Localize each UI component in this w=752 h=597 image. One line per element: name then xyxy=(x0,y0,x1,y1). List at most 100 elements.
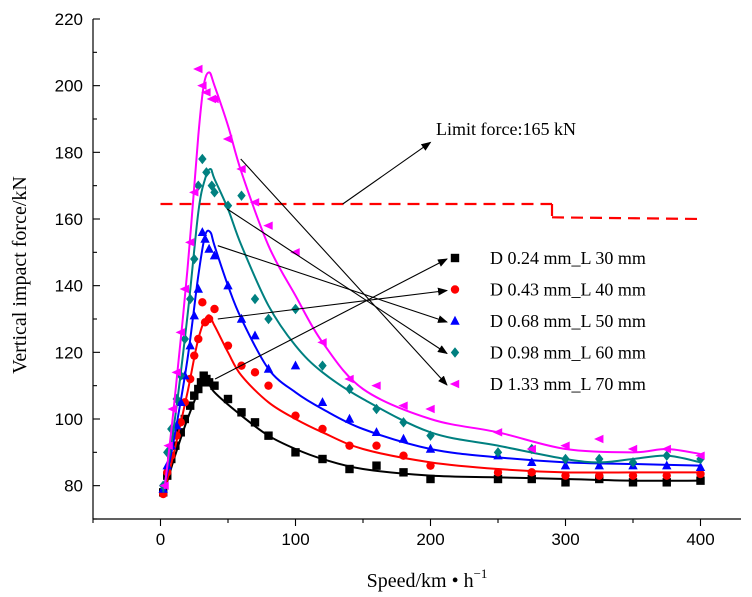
series-4-fit-line xyxy=(162,167,701,493)
series-3-point xyxy=(250,330,260,340)
series-1-point xyxy=(696,476,705,485)
series-4-point xyxy=(194,180,203,191)
series-4-point xyxy=(237,190,246,201)
series-2-point xyxy=(426,461,435,470)
series-1-point xyxy=(204,378,214,387)
series-3-point xyxy=(189,310,199,320)
series-3-point xyxy=(236,313,247,323)
series-5-point xyxy=(167,404,177,414)
legend-marker-5 xyxy=(449,379,460,389)
legend: D 0.24 mm_L 30 mm D 0.43 mm_L 40 mm D 0.68… xyxy=(449,248,646,394)
series-3-point xyxy=(317,397,328,407)
series-2-point xyxy=(561,471,570,480)
annotations: Limit force:165 kN xyxy=(214,119,576,386)
series-5-point xyxy=(159,481,169,490)
series-3-fit-line xyxy=(162,229,701,493)
series-2-point xyxy=(345,441,354,450)
y-tick-label: 100 xyxy=(55,410,83,429)
y-tick-label: 200 xyxy=(55,77,83,96)
series-5-point xyxy=(249,198,260,207)
series-2-point xyxy=(223,341,233,350)
series-4-point xyxy=(198,153,207,165)
legend-marker-3 xyxy=(450,315,460,325)
series-3-point xyxy=(193,283,203,293)
legend-entry-4: D 0.98 mm_L 60 mm xyxy=(450,343,646,363)
series-1-point xyxy=(527,474,536,484)
x-tick-label: 100 xyxy=(281,530,309,549)
series-5-point xyxy=(526,444,536,454)
series-1-point xyxy=(561,478,570,487)
legend-entry-3: D 0.68 mm_L 50 mm xyxy=(450,311,646,331)
series-2-point xyxy=(696,469,705,479)
series-group xyxy=(158,64,706,499)
limit-force-label: Limit force:165 kN xyxy=(436,119,576,139)
series-2-point xyxy=(628,471,638,480)
series-2-point xyxy=(264,381,273,390)
x-tick-label: 400 xyxy=(686,530,714,549)
series-1-point xyxy=(264,431,273,440)
series-3-point xyxy=(695,462,706,472)
series-2-point xyxy=(493,468,503,477)
limit-force-line xyxy=(160,202,701,221)
series-5-point xyxy=(627,444,638,454)
y-tick-label: 160 xyxy=(55,210,83,229)
series-3-point xyxy=(185,340,195,350)
series-3 xyxy=(158,227,706,493)
x-axis-title-text: Speed/km • h xyxy=(367,570,474,592)
series-5-point xyxy=(197,81,207,90)
series-5-point xyxy=(175,328,185,337)
series-4-point xyxy=(210,187,219,198)
series-3-point xyxy=(662,460,672,470)
series-4-point xyxy=(250,293,260,305)
limit-annotation-arrow xyxy=(342,141,432,205)
series-4-point xyxy=(493,447,503,458)
series-5-point xyxy=(594,434,604,444)
x-tick-label: 300 xyxy=(551,530,579,549)
y-tick-label: 80 xyxy=(64,477,83,496)
legend-entry-2: D 0.43 mm_L 40 mm xyxy=(450,280,646,300)
series-5-point xyxy=(236,164,246,174)
series-5-point xyxy=(185,238,195,247)
series-2-point xyxy=(595,471,604,480)
y-tick-label: 120 xyxy=(55,343,83,362)
series-5 xyxy=(159,64,705,490)
series-3-point xyxy=(527,457,537,467)
series-2-point xyxy=(194,334,203,344)
x-tick-label: 200 xyxy=(416,530,444,549)
series-3-point xyxy=(594,460,604,470)
legend-entry-5: D 1.33 mm_L 70 mm xyxy=(449,374,646,394)
series-3-point xyxy=(290,360,301,370)
legend-arrow-5 xyxy=(240,158,448,386)
series-2-point xyxy=(662,471,671,480)
series-5-point xyxy=(695,451,705,460)
y-tick-label: 140 xyxy=(55,277,83,296)
legend-marker-2 xyxy=(450,285,460,294)
series-1-point xyxy=(237,408,246,417)
series-1-point xyxy=(399,468,408,477)
series-5-point xyxy=(263,221,273,230)
series-3-point xyxy=(398,433,409,443)
legend-arrow-2 xyxy=(217,287,448,320)
legend-label-2: D 0.43 mm_L 40 mm xyxy=(490,280,646,300)
series-3-point xyxy=(200,233,210,243)
series-3-point xyxy=(560,460,571,470)
series-3-point xyxy=(176,397,186,407)
legend-label-5: D 1.33 mm_L 70 mm xyxy=(490,374,646,394)
legend-entry-1: D 0.24 mm_L 30 mm xyxy=(450,248,646,268)
series-2-point xyxy=(291,411,300,420)
series-5-fit-line xyxy=(163,71,701,490)
series-5-point xyxy=(222,134,233,144)
limit-line-segment xyxy=(551,216,701,221)
series-1-point xyxy=(186,401,195,410)
series-5-point xyxy=(661,444,671,454)
series-4-point xyxy=(628,457,638,468)
legend-arrow-3 xyxy=(217,245,448,323)
series-2-point xyxy=(190,351,199,360)
series-5-point xyxy=(398,401,408,410)
series-4-point xyxy=(264,313,273,325)
series-1-point xyxy=(176,428,185,437)
x-axis-title-superscript: −1 xyxy=(474,566,488,581)
series-2-point xyxy=(527,468,536,477)
series-4-point xyxy=(372,403,381,415)
series-1-point xyxy=(345,464,354,474)
